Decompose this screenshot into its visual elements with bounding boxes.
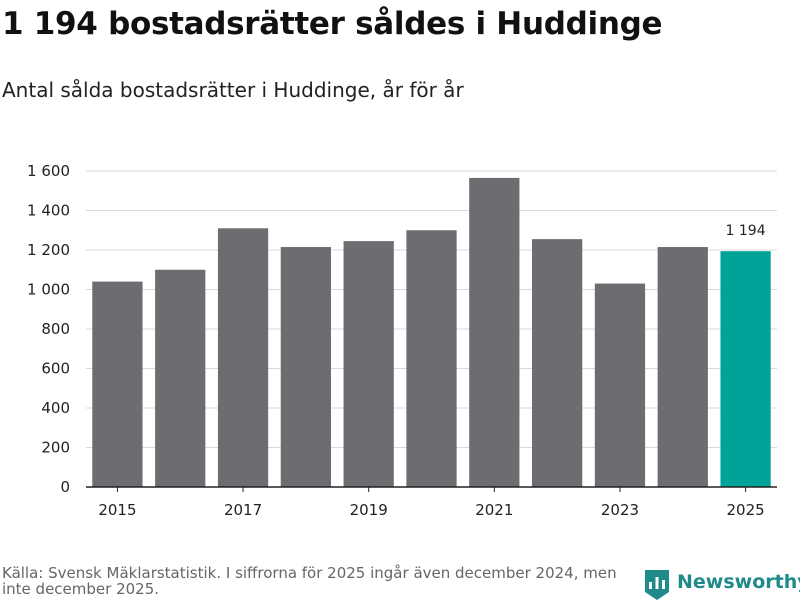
chart-title: 1 194 bostadsrätter såldes i Huddinge [2, 6, 663, 42]
y-tick-label: 1 000 [27, 281, 70, 299]
y-tick-label: 1 400 [27, 202, 70, 220]
newsworthy-logo: Newsworthy [645, 570, 800, 600]
bars [92, 177, 771, 487]
bar-2018 [280, 247, 331, 487]
bar-2025 [720, 251, 771, 487]
bar-2017 [217, 228, 269, 487]
y-tick-label: 1 600 [27, 162, 70, 180]
chart-subtitle: Antal sålda bostadsrätter i Huddinge, år… [2, 78, 464, 102]
bar-2020 [406, 230, 457, 487]
x-tick-label: 2025 [726, 501, 764, 519]
data-label-2025: 1 194 [726, 223, 766, 239]
bar-2021 [469, 177, 520, 487]
x-tick-label: 2023 [601, 501, 639, 519]
source-note: Källa: Svensk Mäklarstatistik. I siffror… [2, 564, 617, 598]
y-tick-label: 1 200 [27, 241, 70, 259]
y-axis-tick-labels: 0 200 400 600 800 1 000 1 200 1 400 1 600 [27, 162, 70, 496]
y-tick-label: 800 [41, 320, 70, 338]
x-axis [86, 486, 777, 492]
y-tick-label: 200 [41, 439, 70, 457]
y-tick-label: 0 [60, 478, 70, 496]
x-tick-label: 2017 [224, 501, 262, 519]
data-labels: 1 194 [726, 223, 766, 239]
x-axis-tick-labels: 2015 2017 2019 2021 2023 2025 [98, 501, 764, 519]
x-tick-label: 2019 [350, 501, 388, 519]
bar-2022 [532, 239, 583, 487]
y-tick-label: 400 [41, 399, 70, 417]
bar-2024 [657, 247, 708, 487]
bar-2015 [92, 281, 143, 487]
newsworthy-logo-icon [645, 570, 669, 600]
y-tick-label: 600 [41, 360, 70, 378]
bar-2019 [343, 241, 394, 487]
newsworthy-logo-text: Newsworthy [677, 571, 800, 593]
bar-2016 [155, 269, 206, 487]
x-tick-label: 2015 [98, 501, 136, 519]
x-tick-label: 2021 [475, 501, 513, 519]
bar-2023 [594, 283, 646, 487]
